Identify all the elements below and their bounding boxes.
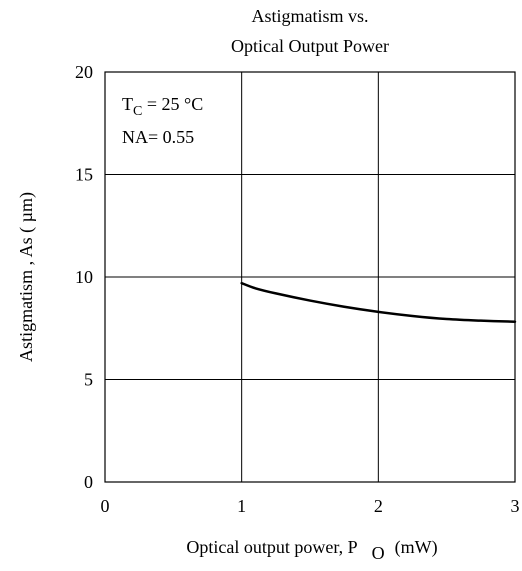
temp-annotation: TC = 25 °C	[122, 94, 203, 119]
y-axis-label: Astigmatism , As ( µm)	[16, 192, 37, 362]
temp-value: = 25 °C	[142, 94, 203, 114]
y-tick-label: 0	[84, 472, 93, 492]
x-tick-label: 2	[374, 496, 383, 516]
y-tick-label: 10	[75, 267, 93, 287]
temp-subscript: C	[133, 104, 142, 119]
y-tick-label: 20	[75, 62, 93, 82]
y-tick-label: 5	[84, 370, 93, 390]
y-tick-label: 15	[75, 165, 93, 185]
x-axis-label-subscript: O	[372, 543, 385, 563]
x-tick-label: 3	[511, 496, 520, 516]
temp-prefix: T	[122, 94, 133, 114]
x-tick-label: 1	[237, 496, 246, 516]
chart-title-line-1: Astigmatism vs.	[251, 6, 368, 26]
x-tick-label: 0	[101, 496, 110, 516]
tick-labels: 0 1 2 3 0 5 10 15 20	[75, 62, 520, 516]
x-axis-label-unit: (mW)	[395, 537, 438, 558]
x-axis-label: Optical output power, P O (mW)	[186, 537, 437, 563]
series-line	[240, 281, 517, 323]
grid	[105, 72, 515, 482]
chart-title-line-2: Optical Output Power	[231, 36, 389, 56]
na-annotation: NA= 0.55	[122, 127, 194, 147]
x-axis-label-text: Optical output power, P	[186, 537, 357, 557]
series	[240, 281, 517, 323]
